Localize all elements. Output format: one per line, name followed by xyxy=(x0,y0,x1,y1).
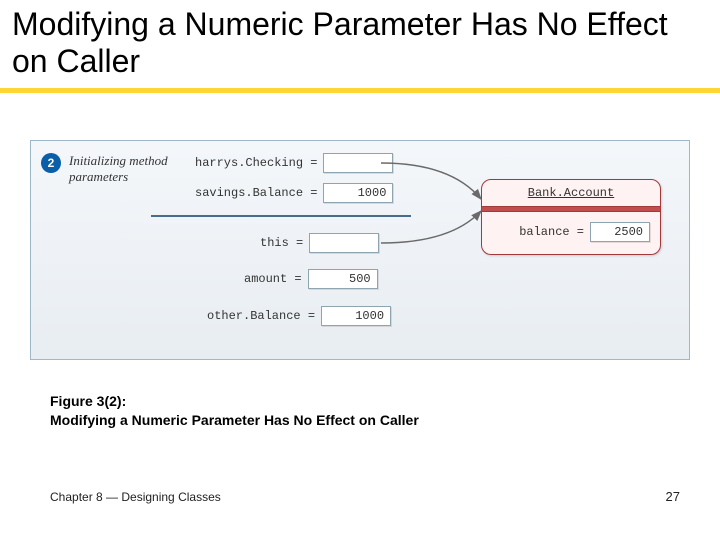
var-label: harrys.Checking = xyxy=(195,156,323,170)
var-label: savings.Balance = xyxy=(195,186,323,200)
caption-line-2: Modifying a Numeric Parameter Has No Eff… xyxy=(50,411,419,430)
step-label-line1: Initializing method parameters xyxy=(69,153,168,184)
footer-page-number: 27 xyxy=(666,489,680,504)
object-class-label: Bank.Account xyxy=(482,180,660,206)
object-field-label: balance = xyxy=(519,225,590,239)
page-title: Modifying a Numeric Parameter Has No Eff… xyxy=(0,0,720,84)
var-amount: amount = 500 xyxy=(244,269,378,289)
object-body: balance = 2500 xyxy=(482,212,660,254)
step-badge: 2 xyxy=(41,153,61,173)
var-label: this = xyxy=(260,236,309,250)
var-value: 1000 xyxy=(321,306,391,326)
object-bank-account: Bank.Account balance = 2500 xyxy=(481,179,661,255)
var-label: other.Balance = xyxy=(207,309,321,323)
block-divider xyxy=(151,215,411,217)
arrow-harrys-to-object xyxy=(381,163,481,199)
title-underline xyxy=(0,88,720,93)
var-other-balance: other.Balance = 1000 xyxy=(207,306,391,326)
var-value xyxy=(309,233,379,253)
footer-chapter: Chapter 8 — Designing Classes xyxy=(50,490,221,504)
var-value: 500 xyxy=(308,269,378,289)
var-value: 1000 xyxy=(323,183,393,203)
figure-caption: Figure 3(2): Modifying a Numeric Paramet… xyxy=(50,392,419,430)
var-savings-balance: savings.Balance = 1000 xyxy=(195,183,393,203)
step-label: Initializing method parameters xyxy=(69,153,189,186)
caption-line-1: Figure 3(2): xyxy=(50,392,419,411)
var-this: this = xyxy=(260,233,379,253)
object-field-value: 2500 xyxy=(590,222,650,242)
var-label: amount = xyxy=(244,272,308,286)
figure-panel: 2 Initializing method parameters harrys.… xyxy=(30,140,690,360)
var-harrys-checking: harrys.Checking = xyxy=(195,153,393,173)
slide: Modifying a Numeric Parameter Has No Eff… xyxy=(0,0,720,540)
var-value xyxy=(323,153,393,173)
